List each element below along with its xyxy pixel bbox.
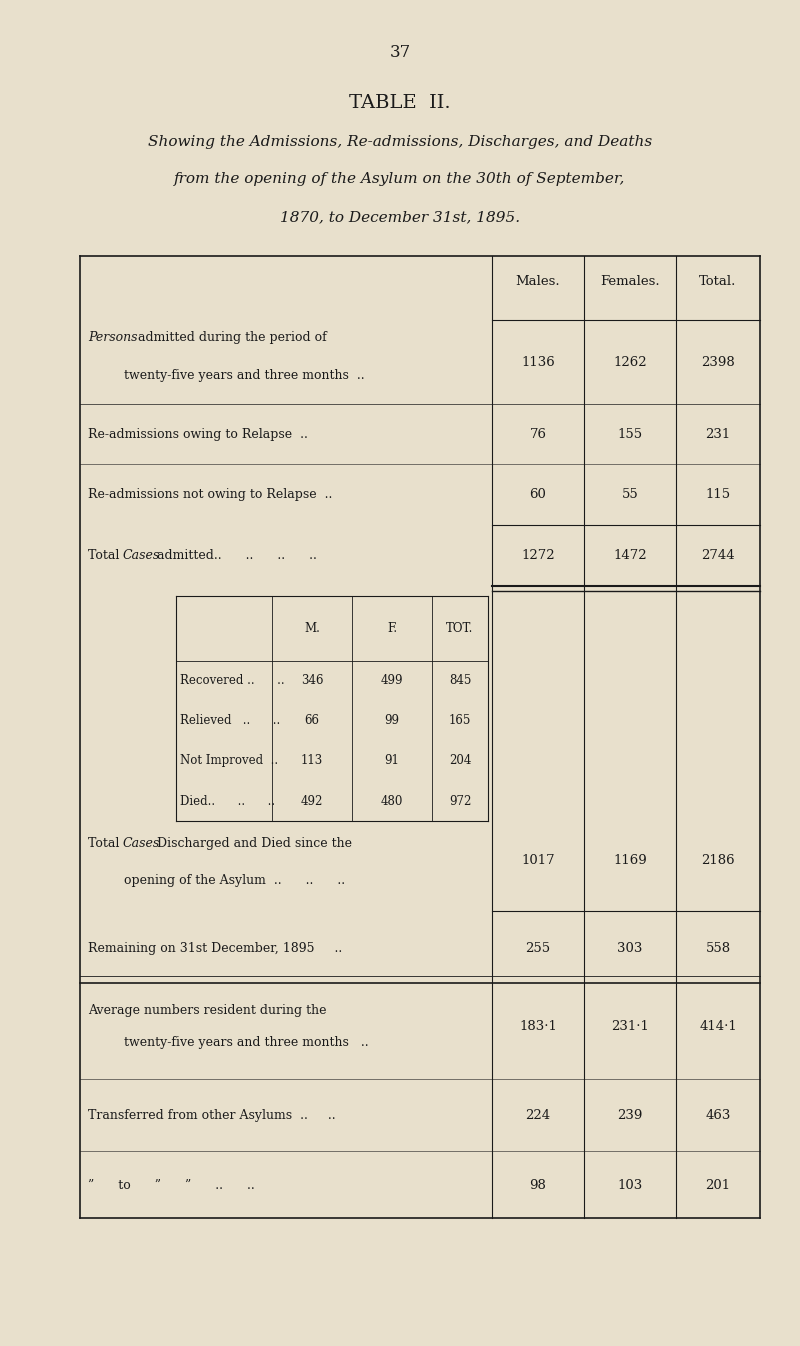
Text: Total: Total <box>88 549 123 561</box>
Text: Cases: Cases <box>122 549 160 561</box>
Text: TOT.: TOT. <box>446 622 474 635</box>
Text: 2744: 2744 <box>701 549 735 561</box>
Text: 204: 204 <box>449 755 471 767</box>
Text: Remaining on 31st December, 1895     ..: Remaining on 31st December, 1895 .. <box>88 942 342 954</box>
Text: 414·1: 414·1 <box>699 1020 737 1032</box>
Text: opening of the Asylum  ..      ..      ..: opening of the Asylum .. .. .. <box>124 874 345 887</box>
Text: Females.: Females. <box>600 275 660 288</box>
Text: 1272: 1272 <box>521 549 555 561</box>
Text: from the opening of the Asylum on the 30th of September,: from the opening of the Asylum on the 30… <box>174 172 626 186</box>
Text: 165: 165 <box>449 715 471 727</box>
Text: 303: 303 <box>618 942 642 954</box>
Text: 480: 480 <box>381 794 403 808</box>
Text: 60: 60 <box>530 489 546 501</box>
Text: ”      to      ”      ”      ..      ..: ” to ” ” .. .. <box>88 1179 254 1193</box>
Text: twenty-five years and three months   ..: twenty-five years and three months .. <box>124 1036 369 1049</box>
Text: 231: 231 <box>706 428 730 440</box>
Text: 1472: 1472 <box>613 549 647 561</box>
Text: 1017: 1017 <box>521 853 555 867</box>
Text: 98: 98 <box>530 1179 546 1193</box>
Text: Discharged and Died since the: Discharged and Died since the <box>153 837 352 851</box>
Text: Re-admissions not owing to Relapse  ..: Re-admissions not owing to Relapse .. <box>88 489 332 501</box>
Text: 2398: 2398 <box>701 355 735 369</box>
Text: Males.: Males. <box>516 275 560 288</box>
Text: 113: 113 <box>301 755 323 767</box>
Text: Re-admissions owing to Relapse  ..: Re-admissions owing to Relapse .. <box>88 428 308 440</box>
Text: 37: 37 <box>390 44 410 62</box>
Text: 972: 972 <box>449 794 471 808</box>
Text: Cases: Cases <box>122 837 160 851</box>
Text: 66: 66 <box>305 715 319 727</box>
Text: Total: Total <box>88 837 123 851</box>
Text: Average numbers resident during the: Average numbers resident during the <box>88 1004 326 1016</box>
Text: 1262: 1262 <box>613 355 647 369</box>
Text: 201: 201 <box>706 1179 730 1193</box>
Text: 255: 255 <box>526 942 550 954</box>
Text: 845: 845 <box>449 674 471 688</box>
Text: Total.: Total. <box>699 275 737 288</box>
Text: 2186: 2186 <box>701 853 735 867</box>
Text: 115: 115 <box>706 489 730 501</box>
Text: 463: 463 <box>706 1109 730 1123</box>
Text: admitted during the period of: admitted during the period of <box>138 331 326 345</box>
Text: Not Improved  ..: Not Improved .. <box>180 755 278 767</box>
Text: 91: 91 <box>385 755 399 767</box>
Text: twenty-five years and three months  ..: twenty-five years and three months .. <box>124 369 365 382</box>
Text: TABLE  II.: TABLE II. <box>349 94 451 112</box>
Text: 1169: 1169 <box>613 853 647 867</box>
Text: F.: F. <box>387 622 397 635</box>
Text: 558: 558 <box>706 942 730 954</box>
Text: Recovered ..      ..: Recovered .. .. <box>180 674 285 688</box>
Text: 346: 346 <box>301 674 323 688</box>
Text: Died..      ..      ..: Died.. .. .. <box>180 794 275 808</box>
Text: 99: 99 <box>385 715 399 727</box>
Text: Transferred from other Asylums  ..     ..: Transferred from other Asylums .. .. <box>88 1109 336 1123</box>
Text: 239: 239 <box>618 1109 642 1123</box>
Text: 231·1: 231·1 <box>611 1020 649 1032</box>
Text: 76: 76 <box>530 428 546 440</box>
Text: 224: 224 <box>526 1109 550 1123</box>
Text: 55: 55 <box>622 489 638 501</box>
Text: 499: 499 <box>381 674 403 688</box>
Text: 155: 155 <box>618 428 642 440</box>
Text: 103: 103 <box>618 1179 642 1193</box>
Text: 492: 492 <box>301 794 323 808</box>
Text: Persons: Persons <box>88 331 142 345</box>
Text: Showing the Admissions, Re-admissions, Discharges, and Deaths: Showing the Admissions, Re-admissions, D… <box>148 135 652 148</box>
Text: admitted..      ..      ..      ..: admitted.. .. .. .. <box>153 549 317 561</box>
Text: 183·1: 183·1 <box>519 1020 557 1032</box>
Text: Relieved   ..      ..: Relieved .. .. <box>180 715 280 727</box>
Text: 1136: 1136 <box>521 355 555 369</box>
Text: M.: M. <box>304 622 320 635</box>
Text: 1870, to December 31st, 1895.: 1870, to December 31st, 1895. <box>280 210 520 223</box>
